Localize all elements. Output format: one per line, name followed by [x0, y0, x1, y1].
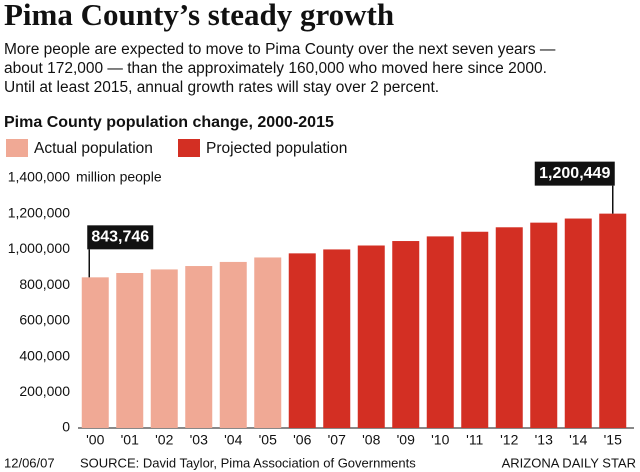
legend-swatch — [6, 139, 28, 157]
x-tick-label: '09 — [397, 432, 415, 448]
x-tick-label: '12 — [500, 432, 518, 448]
bar — [357, 245, 385, 428]
x-tick-label: '13 — [535, 432, 553, 448]
x-tick-label: '05 — [259, 432, 277, 448]
x-tick-label: '02 — [155, 432, 173, 448]
bar — [288, 253, 316, 428]
footer-date: 12/06/07 — [4, 455, 55, 470]
subtitle-line: about 172,000 — than the approximately 1… — [4, 60, 547, 77]
value-label: 843,746 — [91, 229, 149, 246]
value-label-box — [534, 161, 615, 186]
bar — [564, 218, 592, 428]
legend-label: Projected population — [206, 140, 347, 157]
value-label: 1,200,449 — [539, 165, 610, 182]
x-tick-label: '03 — [190, 432, 208, 448]
legend-swatch — [178, 139, 200, 157]
bar — [254, 257, 282, 428]
x-tick-label: '06 — [293, 432, 311, 448]
x-tick-label: '10 — [431, 432, 449, 448]
x-tick-label: '08 — [362, 432, 380, 448]
chart-subtitle: Pima County population change, 2000-2015 — [4, 114, 334, 131]
bar — [323, 249, 351, 428]
value-label-box — [87, 225, 154, 250]
x-tick-label: '15 — [604, 432, 622, 448]
bar — [461, 231, 489, 428]
y-unit-label: million people — [76, 169, 162, 185]
footer-source: SOURCE: David Taylor, Pima Association o… — [80, 455, 416, 470]
legend-label: Actual population — [34, 140, 153, 157]
subtitle-line: Until at least 2015, annual growth rates… — [4, 79, 439, 96]
bar — [530, 222, 558, 428]
bar — [392, 241, 420, 428]
bar — [495, 227, 523, 428]
x-tick-label: '01 — [121, 432, 139, 448]
bar — [426, 236, 454, 428]
bar — [185, 266, 213, 428]
bar — [219, 261, 247, 428]
x-tick-label: '14 — [569, 432, 587, 448]
y-tick-label: 400,000 — [19, 347, 70, 363]
bar — [81, 277, 109, 428]
footer-credit: ARIZONA DAILY STAR — [502, 455, 636, 470]
chart-title: Pima County’s steady growth — [4, 0, 394, 32]
y-tick-label: 1,000,000 — [8, 240, 70, 256]
y-tick-label: 0 — [62, 419, 70, 435]
y-tick-label: 1,400,000 — [8, 169, 70, 185]
x-tick-label: '04 — [224, 432, 242, 448]
y-tick-label: 600,000 — [19, 312, 70, 328]
y-tick-label: 800,000 — [19, 276, 70, 292]
x-tick-label: '00 — [86, 432, 104, 448]
bar — [116, 273, 144, 428]
y-tick-label: 1,200,000 — [8, 204, 70, 220]
subtitle-line: More people are expected to move to Pima… — [4, 41, 556, 58]
bar — [150, 269, 178, 428]
x-tick-label: '11 — [466, 432, 483, 448]
y-tick-label: 200,000 — [19, 383, 70, 399]
x-tick-label: '07 — [328, 432, 346, 448]
bar — [599, 213, 627, 428]
